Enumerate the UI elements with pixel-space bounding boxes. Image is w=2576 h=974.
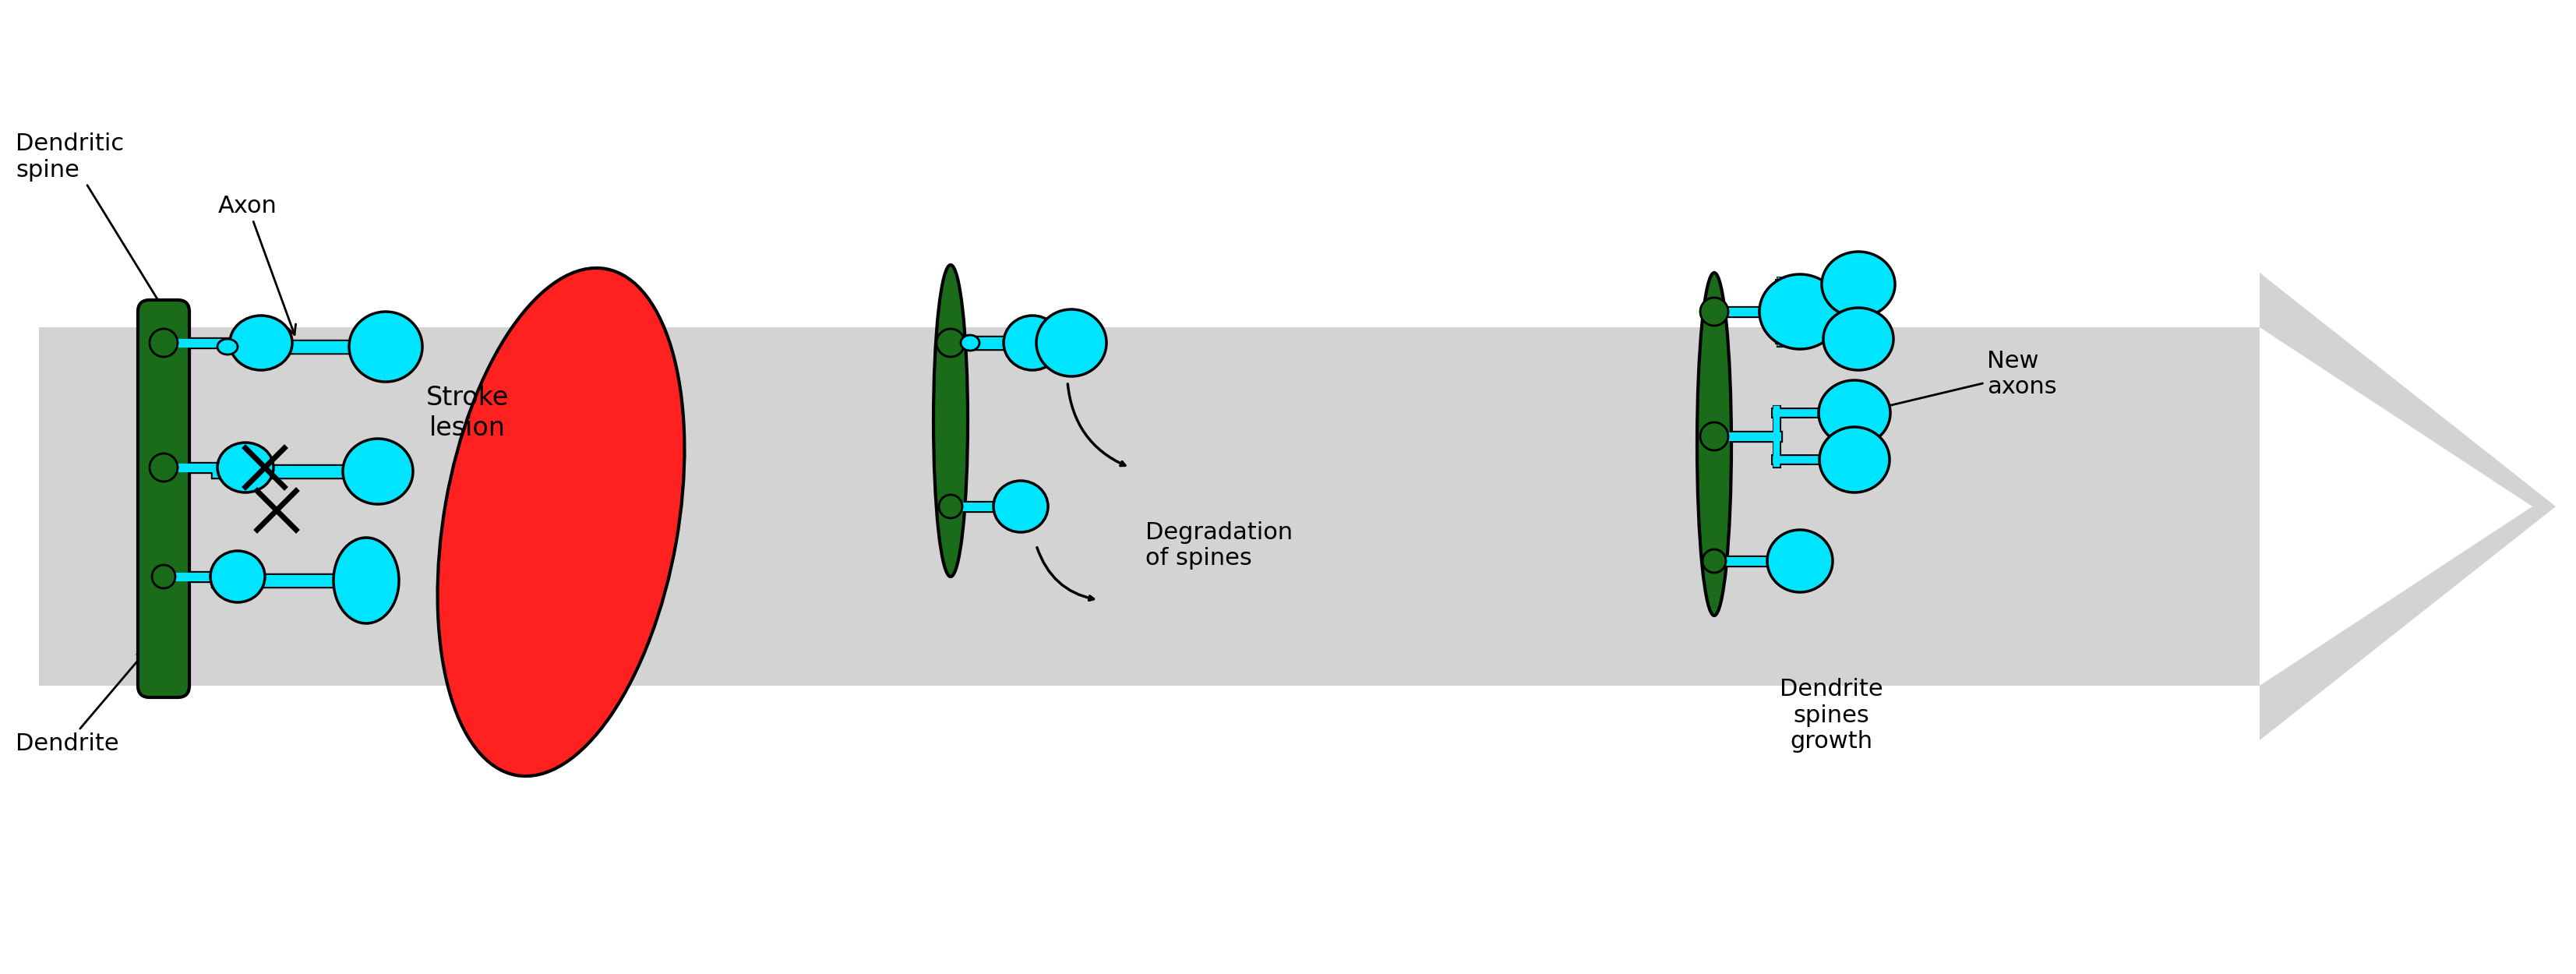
Ellipse shape — [1819, 427, 1891, 493]
Ellipse shape — [149, 454, 178, 481]
Ellipse shape — [961, 335, 979, 351]
Ellipse shape — [216, 339, 237, 355]
Ellipse shape — [1824, 308, 1893, 370]
Text: Stroke
lesion: Stroke lesion — [425, 386, 510, 440]
Ellipse shape — [152, 565, 175, 588]
Ellipse shape — [438, 268, 685, 776]
Ellipse shape — [332, 538, 399, 623]
Text: Dendritic
spine: Dendritic spine — [15, 132, 165, 312]
Text: Degradation
of spines: Degradation of spines — [1146, 521, 1293, 570]
Polygon shape — [2259, 273, 2555, 740]
Ellipse shape — [343, 438, 412, 505]
Ellipse shape — [1819, 380, 1891, 446]
Ellipse shape — [938, 495, 963, 518]
Ellipse shape — [938, 329, 963, 356]
Ellipse shape — [1703, 549, 1726, 573]
Ellipse shape — [211, 551, 265, 602]
FancyBboxPatch shape — [139, 300, 191, 697]
Ellipse shape — [1005, 316, 1061, 370]
Text: New
axons: New axons — [1862, 350, 2056, 414]
Text: Dendrite
spines
growth: Dendrite spines growth — [1780, 678, 1883, 753]
Ellipse shape — [1821, 251, 1896, 318]
Ellipse shape — [1700, 423, 1728, 450]
Ellipse shape — [149, 329, 178, 356]
Ellipse shape — [1700, 298, 1728, 325]
Ellipse shape — [1767, 530, 1832, 592]
Ellipse shape — [1698, 273, 1731, 616]
FancyBboxPatch shape — [39, 327, 2259, 686]
Ellipse shape — [216, 442, 273, 493]
Ellipse shape — [1036, 310, 1108, 376]
Text: Dendrite: Dendrite — [15, 651, 147, 755]
Ellipse shape — [1759, 275, 1839, 349]
Ellipse shape — [994, 481, 1048, 532]
Ellipse shape — [229, 316, 291, 370]
Ellipse shape — [350, 312, 422, 382]
Text: Axon: Axon — [219, 195, 296, 335]
Ellipse shape — [933, 265, 969, 577]
